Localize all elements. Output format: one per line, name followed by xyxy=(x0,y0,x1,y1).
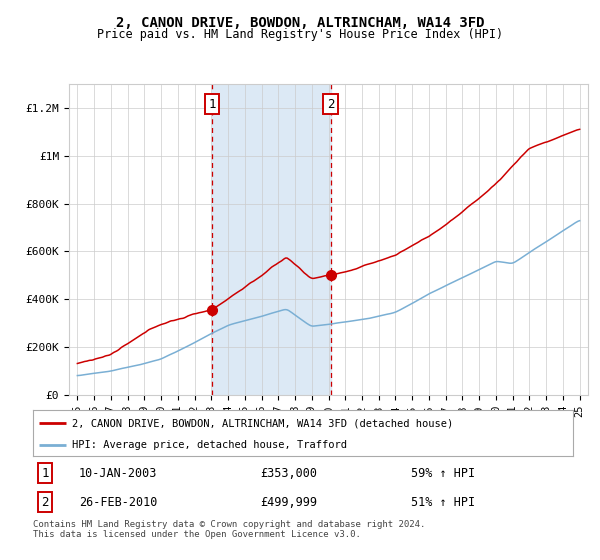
Text: Contains HM Land Registry data © Crown copyright and database right 2024.
This d: Contains HM Land Registry data © Crown c… xyxy=(33,520,425,539)
Text: 2: 2 xyxy=(327,98,334,111)
Bar xyxy=(212,84,331,395)
Text: 2, CANON DRIVE, BOWDON, ALTRINCHAM, WA14 3FD: 2, CANON DRIVE, BOWDON, ALTRINCHAM, WA14… xyxy=(116,16,484,30)
Text: 1: 1 xyxy=(208,98,216,111)
Text: 2: 2 xyxy=(41,496,49,508)
Text: 26-FEB-2010: 26-FEB-2010 xyxy=(79,496,157,508)
Text: HPI: Average price, detached house, Trafford: HPI: Average price, detached house, Traf… xyxy=(72,440,347,450)
Text: 59% ↑ HPI: 59% ↑ HPI xyxy=(411,467,475,480)
Text: 51% ↑ HPI: 51% ↑ HPI xyxy=(411,496,475,508)
Text: 2, CANON DRIVE, BOWDON, ALTRINCHAM, WA14 3FD (detached house): 2, CANON DRIVE, BOWDON, ALTRINCHAM, WA14… xyxy=(72,418,453,428)
Text: Price paid vs. HM Land Registry's House Price Index (HPI): Price paid vs. HM Land Registry's House … xyxy=(97,28,503,41)
Text: £499,999: £499,999 xyxy=(260,496,317,508)
Text: 1: 1 xyxy=(41,467,49,480)
Text: £353,000: £353,000 xyxy=(260,467,317,480)
Text: 10-JAN-2003: 10-JAN-2003 xyxy=(79,467,157,480)
